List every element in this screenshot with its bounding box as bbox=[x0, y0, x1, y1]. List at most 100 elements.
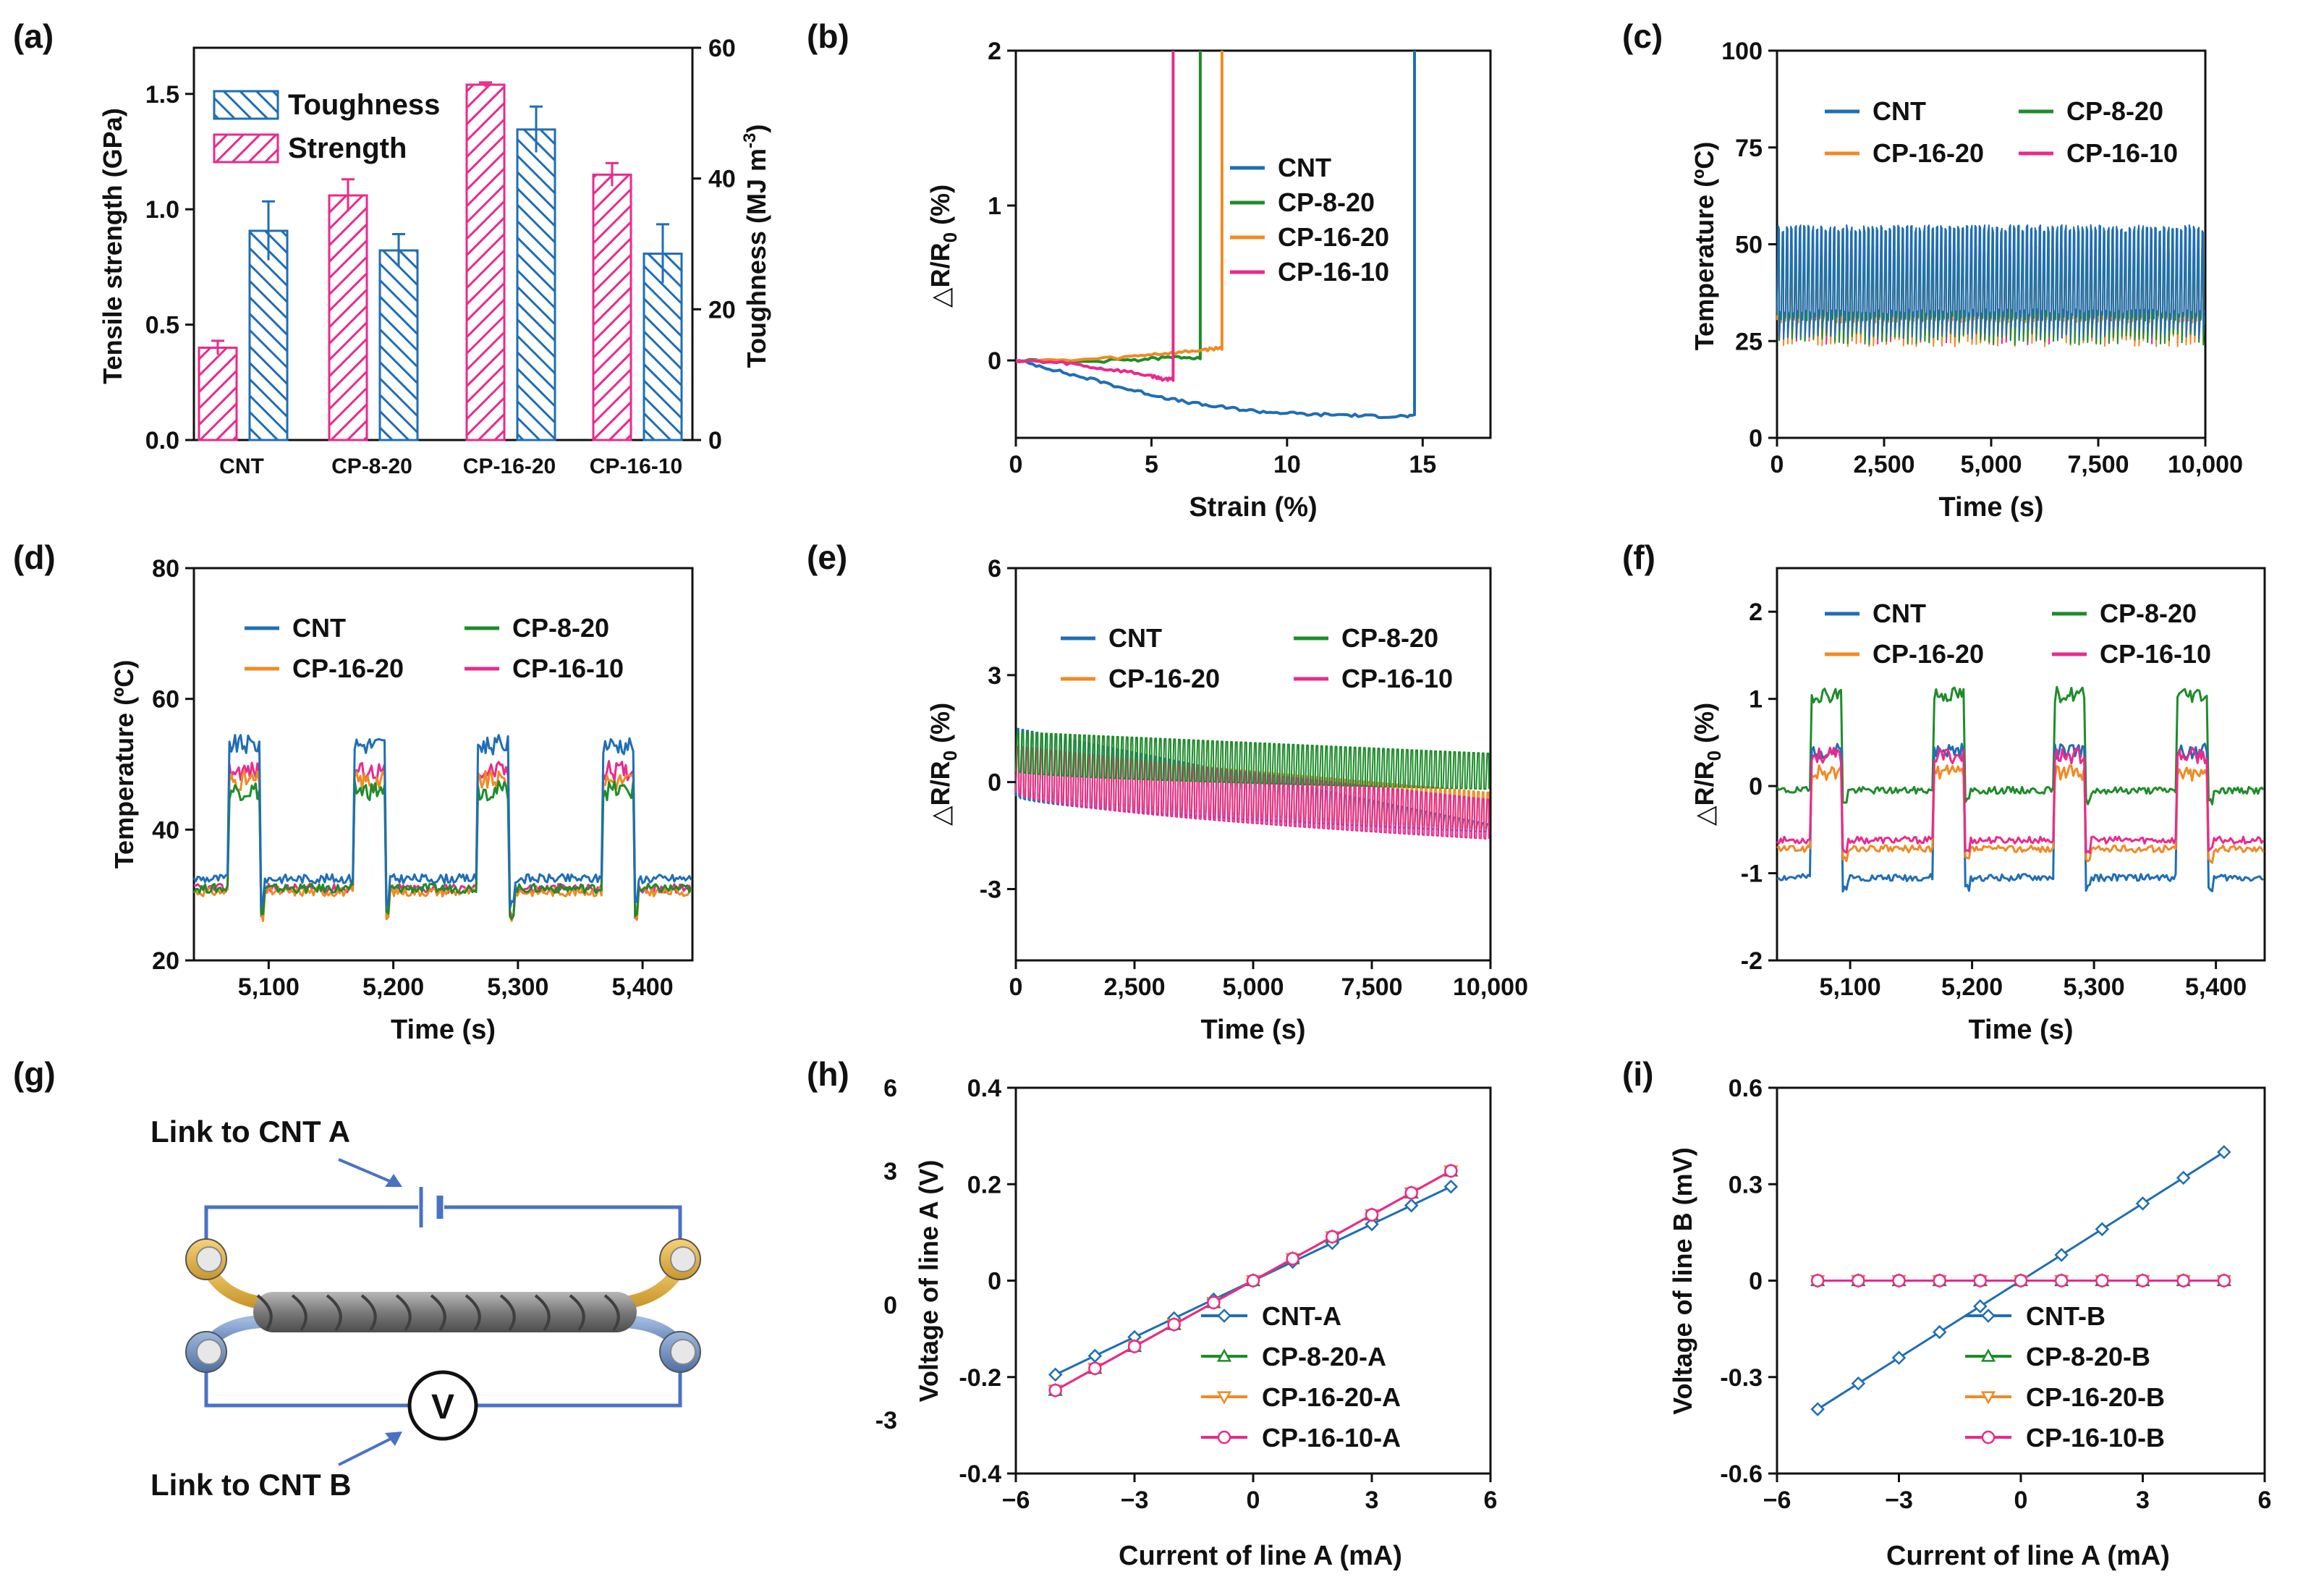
g-yarn-twist bbox=[360, 1294, 377, 1332]
h-marker bbox=[1167, 1317, 1181, 1332]
a-category-label: CP-8-20 bbox=[331, 455, 412, 478]
b-plot-frame bbox=[1014, 49, 1492, 439]
g-spool-b-left-core bbox=[196, 1339, 222, 1365]
e-legend-label: CP-16-20 bbox=[1108, 664, 1220, 693]
e-ytick-label: 0 bbox=[988, 769, 1001, 797]
b-series-cp-16-20 bbox=[1015, 51, 1224, 363]
panel-a: (a) CNT CP-8-20 CP-16-20 CP-16-10 0.0 0.5 1.0 1.… bbox=[13, 17, 771, 478]
e-ylabel-end: (%) bbox=[925, 703, 955, 751]
h-marker bbox=[1365, 1208, 1379, 1222]
a-y2tick-label: 20 bbox=[708, 296, 736, 324]
c-xtick-label: 2,500 bbox=[1853, 451, 1914, 478]
c-ylabel-text: Temperature (ºC) bbox=[1689, 142, 1719, 351]
d-legend-label: CP-16-20 bbox=[292, 654, 404, 683]
f-series-cp-8-20 bbox=[1776, 685, 2265, 806]
h-marker bbox=[1404, 1198, 1419, 1213]
h-xtick-label: −3 bbox=[1121, 1487, 1149, 1514]
b-legend-label: CP-16-10 bbox=[1278, 257, 1389, 287]
i-marker bbox=[1973, 1274, 1988, 1288]
g-yarn-twist bbox=[569, 1294, 585, 1332]
a-legend-swatch-strength bbox=[213, 133, 279, 164]
e-xlabel: Time (s) bbox=[1200, 1015, 1305, 1045]
c-ytick-label: 50 bbox=[1735, 232, 1763, 259]
i-ytick-label: 0.3 bbox=[1729, 1171, 1763, 1198]
i-marker bbox=[1891, 1350, 1907, 1365]
panel-c: (c) 0 2,500 5,000 7,500 10,000 0 25 50 75 100 Time … bbox=[1622, 17, 2243, 523]
i-panel-label: (i) bbox=[1622, 1055, 1653, 1093]
i-marker bbox=[2054, 1248, 2069, 1262]
b-legend-label: CP-16-20 bbox=[1278, 222, 1389, 252]
g-arrowhead-b bbox=[385, 1432, 402, 1446]
i-marker bbox=[2217, 1274, 2231, 1288]
h-marker bbox=[1088, 1361, 1102, 1376]
c-xtick-label: 10,000 bbox=[2168, 451, 2243, 478]
a-bar-strength bbox=[465, 83, 506, 441]
d-series-cnt bbox=[192, 734, 692, 910]
d-legend-label: CP-16-10 bbox=[512, 654, 624, 683]
a-legend-label-strength: Strength bbox=[288, 132, 407, 164]
i-legend-marker bbox=[1980, 1391, 1996, 1405]
i-xtick-label: 3 bbox=[2136, 1487, 2150, 1514]
h-xlabel: Current of line A (mA) bbox=[1119, 1541, 1402, 1571]
i-legend-label: CNT-B bbox=[2026, 1301, 2105, 1331]
i-legend-marker bbox=[1981, 1430, 1996, 1445]
i-marker bbox=[2014, 1274, 2028, 1288]
b-legend-label: CP-8-20 bbox=[1278, 187, 1375, 217]
g-yarn-twist bbox=[430, 1294, 446, 1332]
c-ytick-label: 0 bbox=[1749, 425, 1763, 452]
b-ylabel-text: △R/R bbox=[925, 242, 955, 308]
d-ytick-label: 40 bbox=[152, 816, 179, 844]
g-arrow-b bbox=[338, 1434, 397, 1466]
g-spool-b-right-core bbox=[670, 1339, 696, 1365]
e-xtick-label: 7,500 bbox=[1341, 973, 1402, 1001]
a-ytick-label: 1.0 bbox=[145, 196, 179, 224]
e-ylabel-sub: 0 bbox=[939, 751, 961, 761]
a-bar-strength bbox=[592, 173, 632, 441]
d-plot-frame bbox=[192, 567, 694, 962]
b-panel-label: (b) bbox=[807, 17, 849, 55]
i-marker bbox=[1892, 1274, 1906, 1288]
i-marker bbox=[1852, 1274, 1865, 1288]
panel-f: (f) 5,100 5,200 5,300 5,400 -2 -1 0 1 2 Time (s) △R… bbox=[1622, 538, 2266, 1045]
e-ytick-label: 3 bbox=[988, 662, 1001, 690]
h-marker bbox=[1443, 1179, 1459, 1194]
g-wire-top-left bbox=[204, 1205, 418, 1274]
h-marker bbox=[1246, 1274, 1260, 1288]
c-series-cnt bbox=[1776, 224, 2205, 340]
i-marker bbox=[2095, 1222, 2110, 1237]
f-xtick-label: 5,300 bbox=[2064, 973, 2125, 1001]
a-plot-frame bbox=[192, 46, 694, 441]
i-ylabel-text: Voltage of line B (mV) bbox=[1668, 1147, 1697, 1414]
h-marker bbox=[1444, 1164, 1458, 1178]
e-ytick-label: 6 bbox=[988, 555, 1001, 583]
g-yarn-twist bbox=[395, 1294, 412, 1332]
b-series-cp-16-10 bbox=[1015, 51, 1175, 382]
h-marker bbox=[1087, 1348, 1103, 1364]
b-xtick-label: 10 bbox=[1273, 451, 1301, 478]
h-marker bbox=[1404, 1185, 1418, 1200]
panel-d: (d) 5,100 5,200 5,300 5,400 20 40 60 80 Time (s) T… bbox=[13, 538, 694, 1045]
f-legend-label: CP-16-10 bbox=[2100, 639, 2211, 669]
i-marker bbox=[2217, 1145, 2231, 1159]
h-marker bbox=[1365, 1217, 1379, 1232]
h-marker bbox=[1286, 1251, 1299, 1266]
a-y2label-end: ) bbox=[742, 124, 771, 133]
f-xlabel: Time (s) bbox=[1968, 1015, 2073, 1045]
a-y2tick-label: 0 bbox=[708, 427, 722, 455]
g-yarn-twist bbox=[326, 1294, 342, 1332]
i-marker bbox=[2176, 1170, 2191, 1185]
g-label-link-b: Link to CNT B bbox=[150, 1468, 352, 1502]
c-legend-label: CP-8-20 bbox=[2066, 96, 2163, 126]
d-ylabel-text: Temperature (ºC) bbox=[109, 660, 139, 869]
a-ytick-label: 1.5 bbox=[145, 81, 179, 109]
h-legend-marker bbox=[1217, 1430, 1231, 1445]
h-xtick-label: 3 bbox=[1365, 1487, 1379, 1514]
a-y2label-sup: -3 bbox=[740, 133, 760, 148]
a-legend-label-toughness: Toughness bbox=[288, 89, 440, 121]
e-legend-label: CP-16-10 bbox=[1341, 664, 1453, 693]
c-ytick-label: 100 bbox=[1721, 38, 1763, 65]
h-legend-label: CP-16-10-A bbox=[1262, 1423, 1401, 1453]
g-yarn-twist bbox=[291, 1294, 308, 1332]
d-legend-label: CNT bbox=[292, 613, 346, 643]
b-legend-label: CNT bbox=[1278, 153, 1331, 182]
